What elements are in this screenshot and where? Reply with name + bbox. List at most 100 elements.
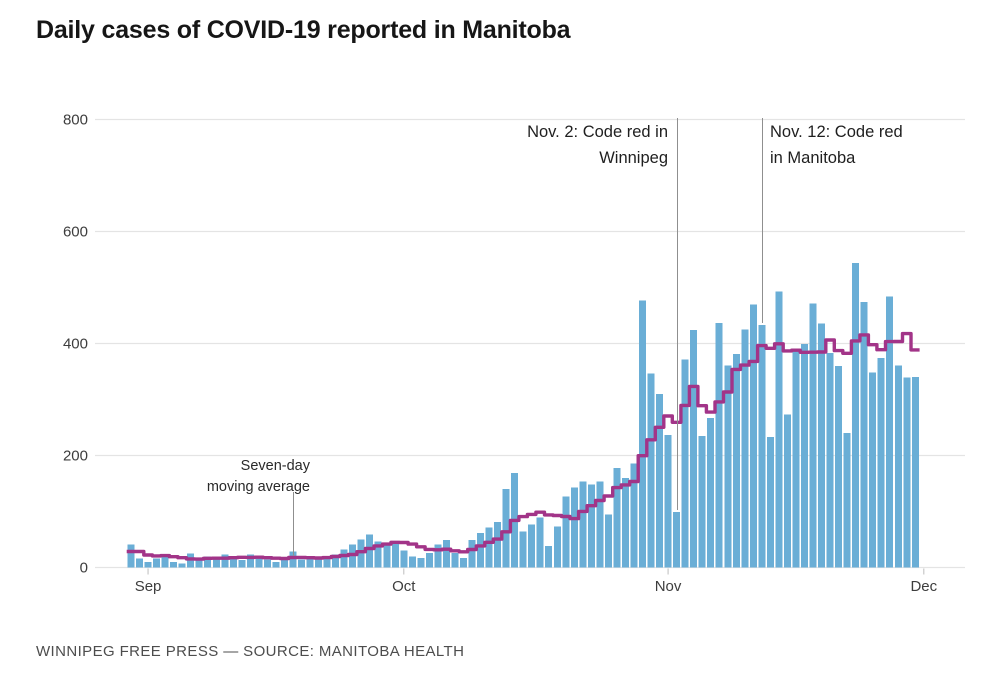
daily-cases-bar (869, 372, 877, 568)
daily-cases-bar (741, 329, 749, 568)
daily-cases-bar (698, 435, 706, 568)
daily-cases-bar (775, 291, 783, 568)
daily-cases-bar (894, 365, 902, 568)
daily-cases-bar (178, 563, 186, 568)
daily-cases-bar (570, 487, 578, 568)
annotation-text-line: Nov. 2: Code red in (527, 123, 668, 141)
annotation-text-line: Winnipeg (599, 149, 668, 167)
daily-cases-bar (852, 262, 860, 568)
y-tick-label: 800 (63, 112, 88, 129)
daily-cases-bar (826, 353, 834, 568)
daily-cases-bar (374, 541, 382, 568)
daily-cases-bar (272, 561, 280, 568)
daily-cases-bar (366, 534, 374, 568)
daily-cases-bar (656, 393, 664, 568)
daily-cases-bar (442, 540, 450, 568)
daily-cases-bar (613, 467, 621, 568)
y-tick-label: 0 (80, 560, 88, 577)
daily-cases-bar (562, 496, 570, 568)
daily-cases-bar (477, 532, 485, 568)
daily-cases-bar (340, 549, 348, 568)
daily-cases-bar (161, 554, 169, 568)
daily-cases-bar (758, 325, 766, 568)
y-tick-label: 200 (63, 448, 88, 465)
daily-cases-bar (783, 414, 791, 568)
annotation-nov12-code-red-manitoba: Nov. 12: Code red in Manitoba (770, 119, 903, 171)
daily-cases-bar (383, 544, 391, 568)
daily-cases-bar (204, 556, 212, 568)
daily-cases-bar (298, 559, 305, 568)
daily-cases-bar (212, 557, 220, 568)
annotation-pointer-line (677, 118, 678, 511)
seven-day-moving-average-line (126, 331, 920, 561)
daily-cases-bar (536, 517, 544, 568)
daily-cases-bar (519, 531, 527, 568)
daily-cases-bar (306, 556, 314, 568)
daily-cases-bar (911, 377, 919, 568)
daily-cases-bar (673, 512, 681, 568)
daily-cases-bar (136, 558, 144, 568)
x-tick-label: Oct (392, 578, 416, 595)
daily-cases-bar (639, 300, 646, 568)
daily-cases-bar (127, 544, 135, 568)
daily-cases-bar (468, 540, 476, 568)
daily-cases-bar (545, 546, 553, 568)
daily-cases-bar (434, 544, 442, 568)
daily-cases-bar (315, 559, 323, 568)
daily-cases-bar (280, 556, 288, 568)
daily-cases-bar (494, 522, 502, 568)
daily-cases-bar (587, 484, 595, 568)
annotation-seven-day-moving-average: Seven-day moving average (207, 456, 310, 498)
y-axis-labels: 0 200 400 600 800 (63, 112, 88, 577)
annotation-pointer-line (762, 118, 763, 324)
daily-cases-bar (732, 354, 740, 568)
daily-cases-bar (715, 322, 723, 568)
daily-cases-bar (604, 514, 612, 568)
daily-cases-bar (818, 323, 826, 568)
daily-cases-bar (766, 437, 774, 568)
annotation-text-line: Seven-day (240, 458, 310, 474)
daily-cases-bar (690, 330, 698, 568)
daily-cases-bar (664, 434, 672, 568)
daily-cases-bar (246, 554, 254, 568)
daily-cases-bar (903, 377, 911, 568)
daily-cases-bar (749, 304, 757, 568)
daily-cases-bars (127, 262, 919, 568)
daily-cases-bar (170, 561, 178, 568)
daily-cases-bar (681, 359, 689, 568)
daily-cases-bar (332, 554, 340, 568)
daily-cases-bar (877, 358, 885, 568)
annotation-nov2-code-red-winnipeg: Nov. 2: Code red in Winnipeg (527, 119, 668, 171)
daily-cases-bar (860, 302, 868, 568)
daily-cases-bar (221, 554, 229, 568)
daily-cases-bar (417, 557, 425, 568)
daily-cases-bar (843, 433, 851, 568)
daily-cases-bar (425, 552, 433, 568)
daily-cases-bar (391, 541, 399, 568)
daily-cases-bar (621, 477, 629, 568)
daily-cases-bar (800, 344, 808, 568)
daily-cases-bar (579, 481, 587, 568)
daily-cases-bar (195, 559, 203, 568)
daily-cases-bar (323, 556, 331, 568)
y-tick-label: 400 (63, 336, 88, 353)
daily-cases-bar (144, 561, 152, 568)
daily-cases-bar (229, 558, 237, 568)
daily-cases-bar (153, 558, 161, 568)
daily-cases-bar (238, 560, 246, 568)
daily-cases-bar (408, 556, 416, 568)
daily-cases-bar (553, 526, 561, 568)
daily-cases-bar (792, 349, 800, 568)
daily-cases-bar (647, 373, 655, 568)
daily-cases-bar (835, 365, 843, 568)
daily-cases-bar (724, 365, 732, 568)
annotation-text-line: in Manitoba (770, 149, 856, 167)
annotation-text-line: Nov. 12: Code red (770, 123, 903, 141)
x-tick-label: Sep (135, 578, 162, 595)
daily-cases-bar (502, 489, 510, 568)
daily-cases-bar (357, 539, 365, 568)
y-tick-label: 600 (63, 224, 88, 241)
daily-cases-bar (886, 296, 894, 568)
